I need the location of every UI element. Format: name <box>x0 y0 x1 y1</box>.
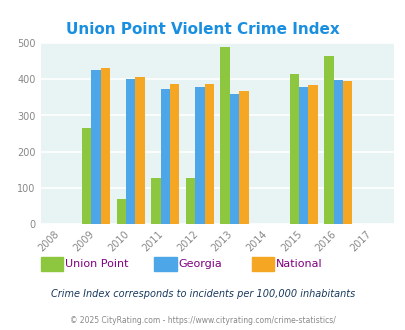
Text: Georgia: Georgia <box>178 259 222 269</box>
Bar <box>160 89 170 224</box>
Bar <box>135 77 144 224</box>
Bar <box>342 81 352 224</box>
Bar <box>185 178 195 224</box>
Bar <box>100 68 110 224</box>
Bar <box>195 87 204 224</box>
Bar <box>126 79 135 224</box>
Bar <box>239 91 248 224</box>
Text: National: National <box>275 259 322 269</box>
Text: Union Point: Union Point <box>65 259 128 269</box>
Bar <box>308 85 317 224</box>
Bar <box>116 199 126 224</box>
Text: © 2025 CityRating.com - https://www.cityrating.com/crime-statistics/: © 2025 CityRating.com - https://www.city… <box>70 315 335 325</box>
Bar <box>324 56 333 224</box>
Bar <box>229 94 239 224</box>
Bar <box>289 75 298 224</box>
Bar <box>204 84 213 224</box>
Bar <box>170 84 179 224</box>
Bar <box>82 128 91 224</box>
Text: Crime Index corresponds to incidents per 100,000 inhabitants: Crime Index corresponds to incidents per… <box>51 289 354 299</box>
Bar <box>298 87 308 224</box>
Bar <box>333 80 342 224</box>
Bar <box>91 70 100 224</box>
Bar <box>220 47 229 224</box>
Text: Union Point Violent Crime Index: Union Point Violent Crime Index <box>66 22 339 37</box>
Bar <box>151 178 160 224</box>
